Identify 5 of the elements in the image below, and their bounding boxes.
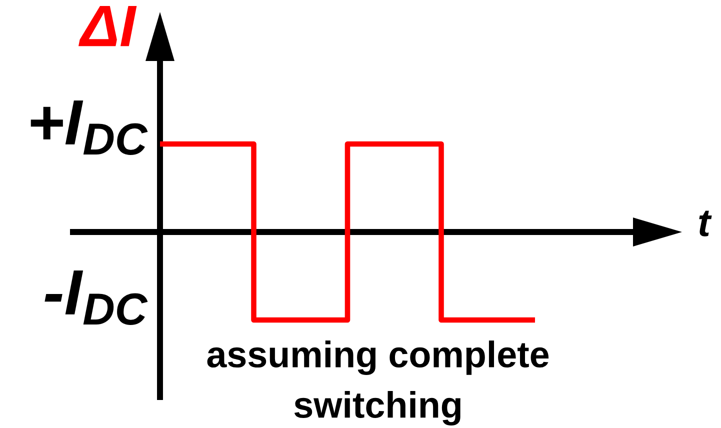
annotation: +I$_{DC}$	[30, 100, 148, 155]
y-axis-title: ΔI	[78, 6, 137, 46]
text: assuming complete switching	[207, 340, 549, 426]
x-axis-title: t	[699, 210, 712, 236]
annotation: -I$_{DC}$	[44, 270, 148, 325]
